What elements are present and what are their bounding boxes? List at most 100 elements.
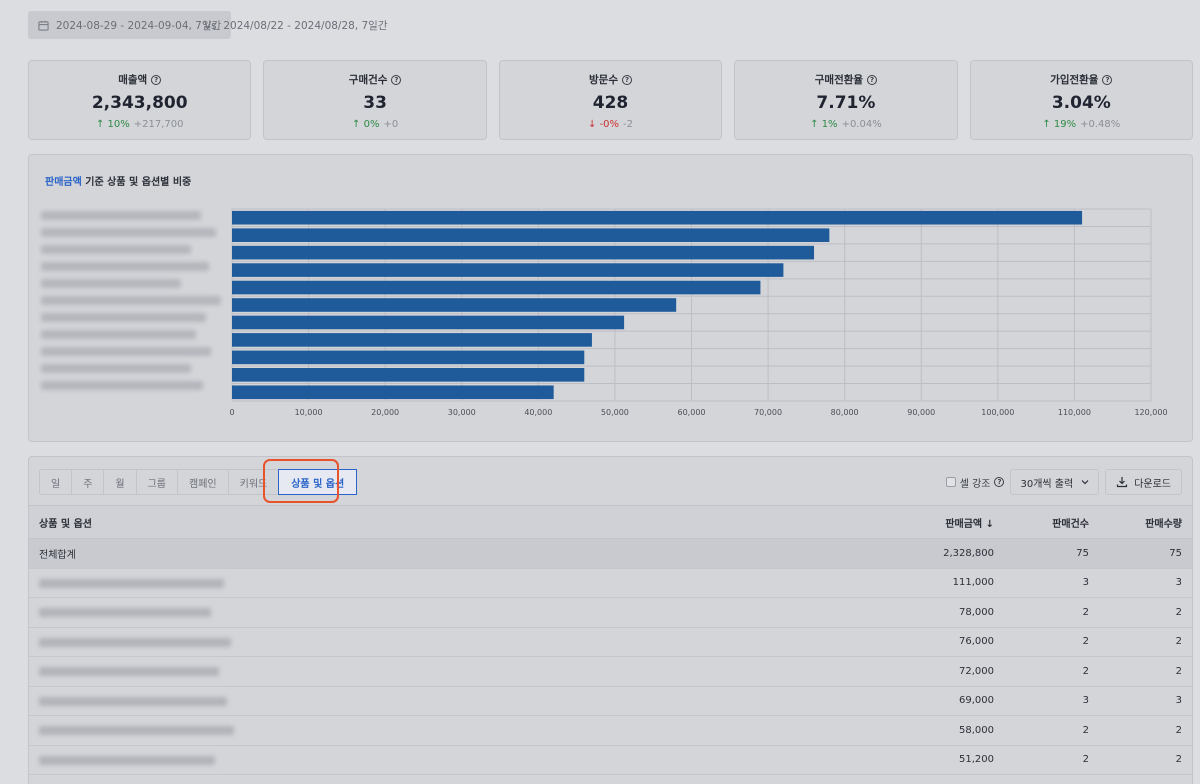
cell-emphasis-label: 셀 강조 — [959, 478, 991, 490]
cell-count: 2 — [1082, 665, 1089, 677]
cell-emphasis-toggle[interactable]: 셀 강조 ? — [945, 475, 1005, 490]
cell-qty: 75 — [1169, 547, 1182, 559]
cell-count: 3 — [1082, 577, 1089, 589]
cell-count: 2 — [1082, 724, 1089, 736]
chart-bar[interactable] — [232, 210, 1083, 225]
cell-count: 2 — [1082, 606, 1089, 618]
kpi-card: 구매건수? 33 ↑ 0% +0 — [263, 60, 487, 140]
table-row[interactable]: 58,000 2 2 — [29, 716, 1192, 746]
total-label: 전체합계 — [39, 549, 76, 561]
cell-qty: 2 — [1175, 665, 1182, 677]
download-icon — [1117, 477, 1128, 488]
tab-group[interactable]: 그룹 — [135, 469, 179, 495]
compare-range-text: Vs. 2024/08/22 - 2024/08/28, 7일간 — [204, 20, 388, 32]
x-tick-label: 30,000 — [448, 408, 476, 417]
tab-month[interactable]: 월 — [103, 469, 137, 495]
chart-bar[interactable] — [232, 298, 677, 312]
cell-count: 2 — [1082, 754, 1089, 766]
x-tick-label: 60,000 — [678, 408, 706, 417]
x-tick-label: 20,000 — [371, 408, 399, 417]
cell-amount: 2,328,800 — [943, 547, 994, 559]
table-row[interactable]: 72,000 2 2 — [29, 657, 1192, 687]
cell-qty: 2 — [1175, 724, 1182, 736]
kpi-change-pct: ↓ -0% — [588, 119, 620, 130]
chart-bar[interactable] — [232, 315, 625, 330]
chart-bar[interactable] — [232, 245, 815, 260]
tab-week[interactable]: 주 — [71, 469, 105, 495]
x-tick-label: 100,000 — [981, 408, 1014, 417]
download-button[interactable]: 다운로드 — [1105, 469, 1182, 495]
sales-share-chart-card: 판매금액 기준 상품 및 옵션별 비중 0 10,000 20,000 30,000 4… — [28, 154, 1193, 442]
tab-campaign[interactable]: 캠페인 — [177, 469, 229, 495]
product-name-blurred — [39, 755, 215, 765]
x-tick-label: 0 — [229, 408, 234, 417]
cell-qty: 2 — [1175, 606, 1182, 618]
product-name-blurred — [39, 696, 227, 706]
header-product-option[interactable]: 상품 및 옵션 — [39, 518, 92, 530]
x-tick-label: 120,000 — [1134, 408, 1167, 417]
product-name-blurred — [39, 608, 211, 617]
kpi-value: 3.04% — [1051, 93, 1111, 113]
cell-emphasis-checkbox[interactable] — [945, 477, 956, 487]
product-name-blurred — [39, 726, 234, 735]
table-tools: 셀 강조 ? 30개씩 출력 다운로드 — [945, 469, 1182, 495]
chart-title-metric[interactable]: 판매금액 — [45, 177, 82, 188]
help-icon[interactable]: ? — [867, 74, 878, 85]
table-row[interactable]: 111,000 3 3 — [29, 569, 1192, 598]
kpi-value: 2,343,800 — [91, 93, 188, 113]
table-row[interactable]: 76,000 2 2 — [29, 628, 1192, 657]
product-name-blurred — [39, 578, 224, 588]
chart-bar[interactable] — [232, 228, 830, 242]
x-tick-label: 40,000 — [524, 408, 552, 417]
product-name-blurred — [39, 637, 231, 647]
header-sales-qty[interactable]: 판매수량 — [1145, 518, 1182, 530]
help-icon[interactable]: ? — [1102, 74, 1113, 85]
x-tick-label: 110,000 — [1058, 408, 1091, 417]
chart-bar[interactable] — [232, 350, 585, 365]
chart-title: 판매금액 기준 상품 및 옵션별 비중 — [45, 173, 191, 188]
table-row[interactable]: 78,000 2 2 — [29, 598, 1192, 628]
cell-qty: 2 — [1175, 636, 1182, 648]
cell-amount: 76,000 — [959, 636, 994, 648]
table-header: 상품 및 옵션 판매금액 ↓ 판매건수 판매수량 — [29, 505, 1192, 539]
chart-category-labels-blurred — [41, 207, 231, 407]
kpi-card: 구매전환율? 7.71% ↑ 1% +0.04% — [734, 60, 958, 140]
tab-day[interactable]: 일 — [39, 469, 73, 495]
kpi-change-delta: +0.48% — [1080, 119, 1121, 130]
kpi-change-pct: ↑ 0% — [352, 119, 380, 130]
kpi-change-delta: +0 — [383, 119, 399, 130]
chart-bar[interactable] — [232, 333, 592, 347]
download-label: 다운로드 — [1134, 478, 1171, 490]
kpi-change-delta: +0.04% — [841, 119, 882, 130]
chart-title-text: 기준 상품 및 옵션별 비중 — [81, 177, 192, 188]
chart-bar[interactable] — [232, 280, 761, 295]
product-name-blurred — [39, 667, 219, 676]
help-icon[interactable]: ? — [391, 74, 402, 85]
kpi-card: 매출액? 2,343,800 ↑ 10% +217,700 — [28, 60, 252, 140]
help-icon[interactable]: ? — [994, 477, 1005, 487]
header-sales-amount[interactable]: 판매금액 ↓ — [945, 518, 994, 530]
highlight-annotation — [263, 459, 339, 503]
tab-product-option[interactable]: 상품 및 옵션 — [278, 469, 358, 495]
page-size-select[interactable]: 30개씩 출력 — [1010, 469, 1100, 495]
cell-qty: 3 — [1175, 695, 1182, 707]
chart-bar[interactable] — [232, 385, 554, 400]
help-icon[interactable]: ? — [622, 74, 632, 85]
date-range-button[interactable]: 2024-08-29 - 2024-09-04, 7일간 — [28, 11, 232, 39]
x-tick-label: 90,000 — [907, 408, 935, 417]
cell-amount: 78,000 — [959, 606, 994, 618]
date-range-text: 2024-08-29 - 2024-09-04, 7일간 — [56, 19, 222, 32]
kpi-change-pct: ↑ 10% — [95, 119, 130, 130]
chart-bar[interactable] — [232, 263, 784, 277]
chart-bar[interactable] — [232, 368, 585, 382]
chevron-down-icon — [1081, 480, 1089, 485]
help-icon[interactable]: ? — [151, 74, 162, 85]
header-sales-count[interactable]: 판매건수 — [1052, 518, 1089, 530]
tab-keyword[interactable]: 키워드 — [227, 469, 280, 495]
table-row[interactable]: 69,000 3 3 — [29, 687, 1192, 716]
x-tick-label: 10,000 — [295, 408, 323, 417]
kpi-change-delta: -2 — [623, 119, 634, 130]
horizontal-bar-chart: 0 10,000 20,000 30,000 40,000 50,000 60,000 70,… — [229, 208, 1168, 417]
kpi-title: 구매건수 — [348, 74, 388, 86]
table-row[interactable]: 51,200 2 2 — [29, 746, 1192, 775]
